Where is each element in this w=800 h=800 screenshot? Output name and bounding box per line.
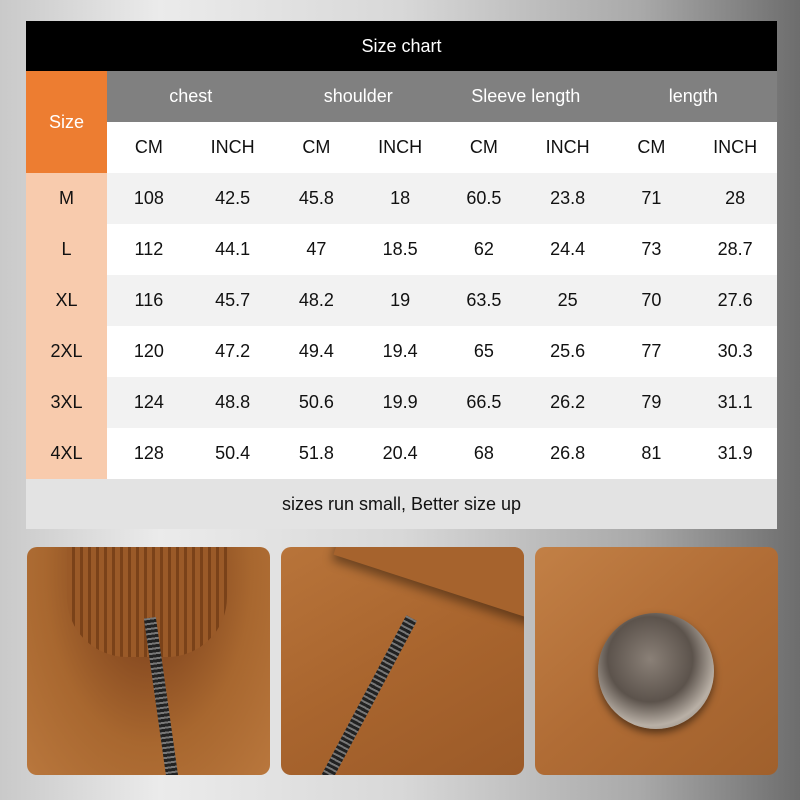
measurement-cell: 70 (609, 275, 694, 326)
measurement-cell: 24.4 (525, 224, 610, 275)
measurement-cell: 50.4 (190, 428, 275, 479)
group-header-chest: chest (107, 71, 275, 122)
measurement-cell: 45.8 (274, 173, 359, 224)
measurement-cell: 51.8 (274, 428, 359, 479)
chart-title: Size chart (26, 21, 777, 71)
unit-header: INCH (358, 122, 442, 173)
measurement-cell: 31.1 (693, 377, 777, 428)
measurement-cell: 19.4 (358, 326, 442, 377)
button-photo (535, 547, 778, 775)
measurement-cell: 27.6 (693, 275, 777, 326)
measurement-cell: 73 (609, 224, 694, 275)
measurement-cell: 26.8 (525, 428, 610, 479)
size-chart-table: Size chart Size chest shoulder Sleeve le… (26, 21, 777, 529)
measurement-cell: 128 (107, 428, 191, 479)
measurement-cell: 25.6 (525, 326, 610, 377)
measurement-cell: 23.8 (525, 173, 610, 224)
measurement-cell: 66.5 (442, 377, 526, 428)
measurement-cell: 28.7 (693, 224, 777, 275)
unit-header: CM (107, 122, 191, 173)
unit-header: CM (274, 122, 359, 173)
pocket-zipper-photo (281, 547, 524, 775)
zipper-icon (317, 615, 417, 775)
measurement-cell: 79 (609, 377, 694, 428)
measurement-cell: 120 (107, 326, 191, 377)
measurement-cell: 31.9 (693, 428, 777, 479)
measurement-cell: 42.5 (190, 173, 275, 224)
group-header-shoulder: shoulder (274, 71, 442, 122)
group-header-length: length (609, 71, 777, 122)
measurement-cell: 20.4 (358, 428, 442, 479)
measurement-cell: 47.2 (190, 326, 275, 377)
measurement-cell: 44.1 (190, 224, 275, 275)
measurement-cell: 50.6 (274, 377, 359, 428)
measurement-cell: 68 (442, 428, 526, 479)
measurement-cell: 63.5 (442, 275, 526, 326)
measurement-cell: 71 (609, 173, 694, 224)
button-icon (598, 613, 714, 729)
measurement-cell: 112 (107, 224, 191, 275)
measurement-cell: 47 (274, 224, 359, 275)
size-column-header: Size (26, 71, 107, 173)
measurement-cell: 26.2 (525, 377, 610, 428)
measurement-cell: 19.9 (358, 377, 442, 428)
unit-header: INCH (525, 122, 610, 173)
size-label: 2XL (26, 326, 107, 377)
measurement-cell: 19 (358, 275, 442, 326)
collar-zipper-photo (27, 547, 270, 775)
measurement-cell: 48.2 (274, 275, 359, 326)
unit-header: CM (442, 122, 526, 173)
unit-header: INCH (693, 122, 777, 173)
unit-header: CM (609, 122, 694, 173)
size-label: M (26, 173, 107, 224)
measurement-cell: 48.8 (190, 377, 275, 428)
size-label: 4XL (26, 428, 107, 479)
unit-header: INCH (190, 122, 275, 173)
measurement-cell: 124 (107, 377, 191, 428)
measurement-cell: 77 (609, 326, 694, 377)
measurement-cell: 60.5 (442, 173, 526, 224)
size-label: L (26, 224, 107, 275)
measurement-cell: 49.4 (274, 326, 359, 377)
measurement-cell: 25 (525, 275, 610, 326)
measurement-cell: 30.3 (693, 326, 777, 377)
measurement-cell: 18 (358, 173, 442, 224)
size-note: sizes run small, Better size up (26, 479, 777, 529)
measurement-cell: 45.7 (190, 275, 275, 326)
size-label: XL (26, 275, 107, 326)
pocket-flap (333, 547, 524, 635)
measurement-cell: 116 (107, 275, 191, 326)
size-label: 3XL (26, 377, 107, 428)
measurement-cell: 18.5 (358, 224, 442, 275)
measurement-cell: 65 (442, 326, 526, 377)
measurement-cell: 108 (107, 173, 191, 224)
measurement-cell: 62 (442, 224, 526, 275)
measurement-cell: 28 (693, 173, 777, 224)
measurement-cell: 81 (609, 428, 694, 479)
group-header-sleeve-length: Sleeve length (442, 71, 610, 122)
size-grid: Size chest shoulder Sleeve length length… (26, 71, 777, 479)
